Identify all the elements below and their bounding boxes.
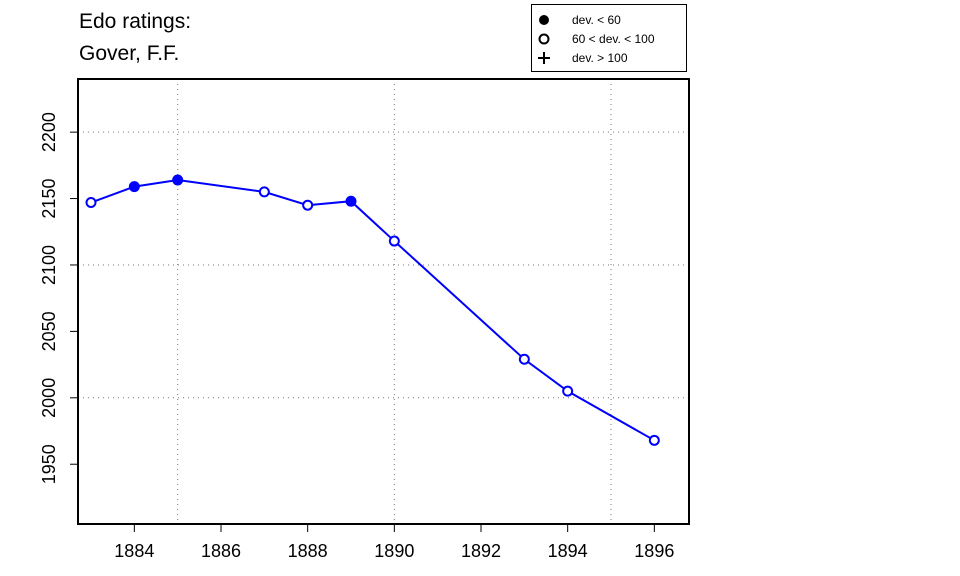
legend-label: dev. > 100	[572, 51, 628, 65]
y-tick-label: 2100	[39, 245, 59, 285]
open-circle-icon	[538, 33, 550, 45]
filled-circle-icon	[539, 15, 549, 25]
y-tick-label: 1950	[39, 444, 59, 484]
legend: dev. < 60 60 < dev. < 100 dev. > 100	[531, 4, 687, 72]
chart-title-line-2: Gover, F.F.	[79, 42, 180, 65]
data-point-open	[562, 385, 574, 397]
data-point-open	[85, 197, 97, 209]
x-tick-label: 1896	[634, 541, 674, 561]
y-tick-label: 2000	[39, 378, 59, 418]
legend-item-plus: dev. > 100	[532, 49, 686, 67]
data-point-open	[388, 235, 400, 247]
x-tick-label: 1892	[461, 541, 501, 561]
y-tick-label: 2200	[39, 112, 59, 152]
chart-title-line-1: Edo ratings:	[79, 10, 192, 33]
plus-icon	[538, 52, 550, 64]
y-tick-label: 2050	[39, 311, 59, 351]
data-point-filled	[172, 174, 184, 186]
legend-item-open: 60 < dev. < 100	[532, 30, 686, 48]
data-point-open	[302, 199, 314, 211]
x-tick-label: 1886	[201, 541, 241, 561]
data-point-filled	[128, 181, 140, 193]
data-point-open	[258, 186, 270, 198]
data-point-filled	[345, 195, 357, 207]
data-point-open	[518, 353, 530, 365]
data-point-open	[648, 434, 660, 446]
x-tick-label: 1890	[374, 541, 414, 561]
plot-area	[77, 78, 690, 525]
legend-item-filled: dev. < 60	[532, 11, 686, 29]
x-tick-label: 1894	[548, 541, 588, 561]
series-line	[90, 178, 655, 442]
legend-label: dev. < 60	[572, 13, 621, 27]
legend-label: 60 < dev. < 100	[572, 32, 655, 46]
y-tick-label: 2150	[39, 179, 59, 219]
x-tick-label: 1888	[288, 541, 328, 561]
y-axis: 1950 2000 2050 2100 2150 2200	[39, 112, 79, 484]
x-tick-label: 1884	[114, 541, 154, 561]
series	[85, 174, 660, 446]
x-axis: 1884 1886 1888 1890 1892 1894 1896	[114, 523, 674, 561]
grid	[78, 79, 689, 524]
